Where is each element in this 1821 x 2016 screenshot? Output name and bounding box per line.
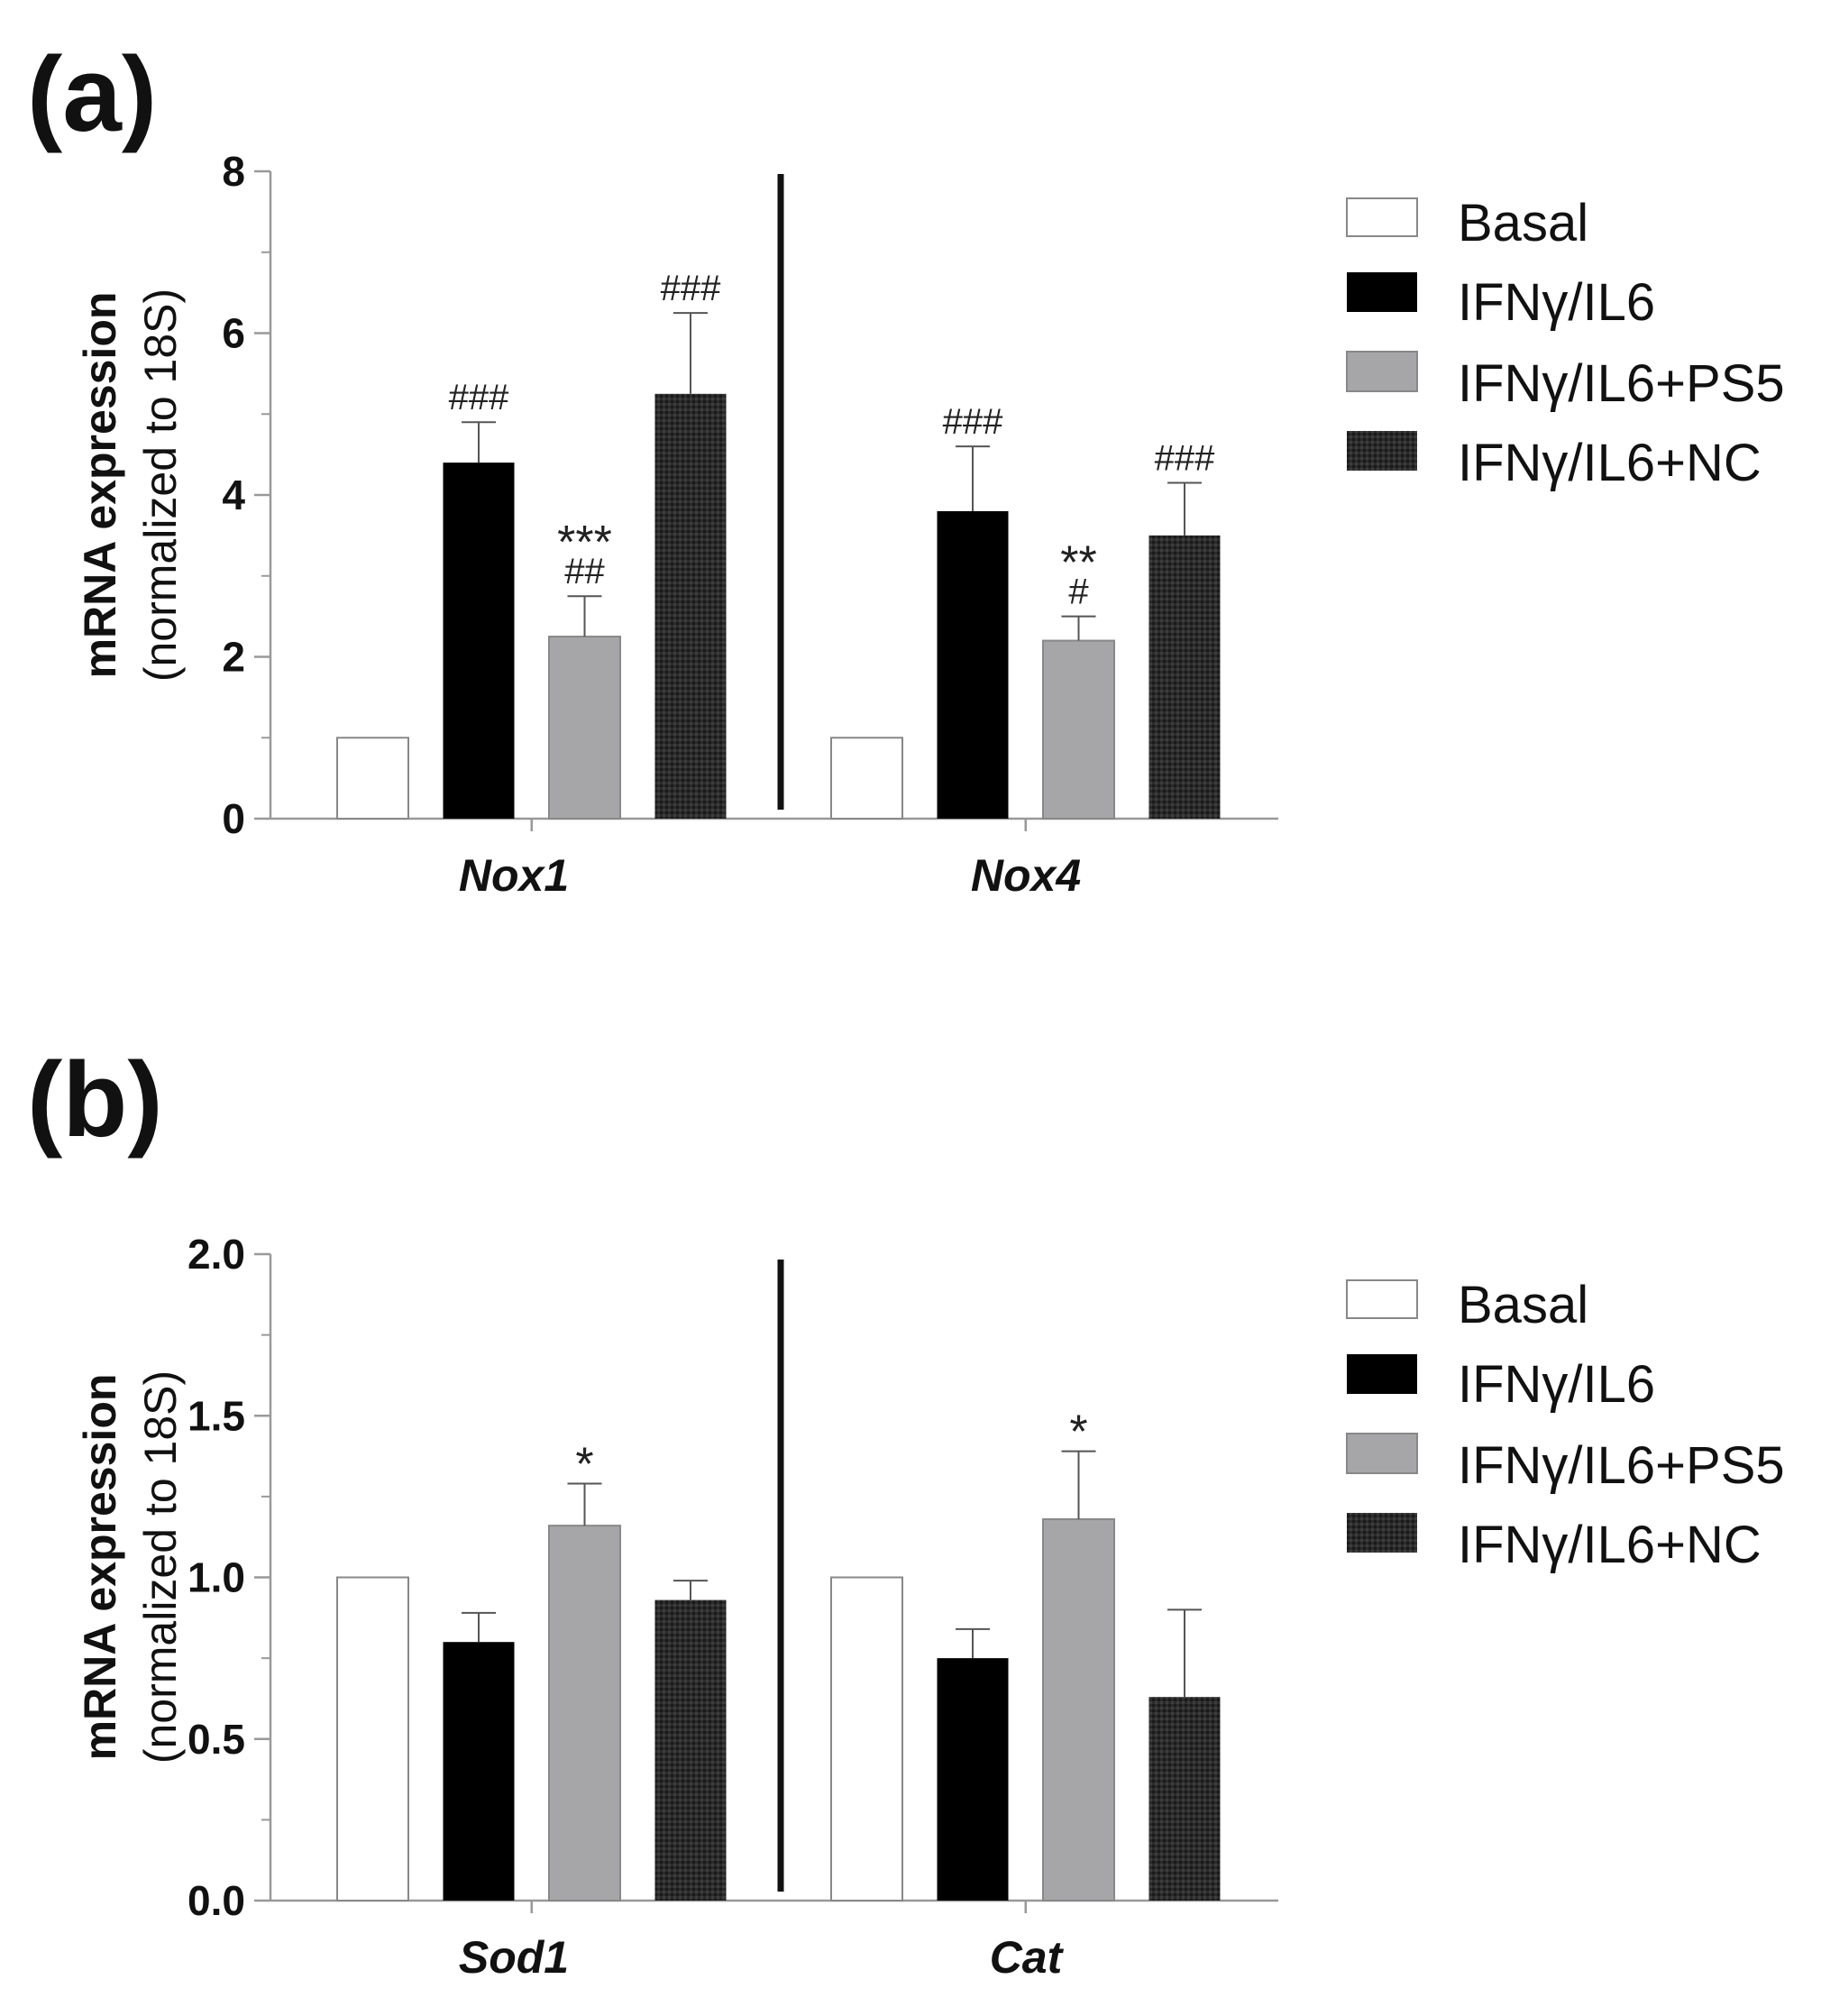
- panel-b: (b) mRNA expression (normalized to 18S) …: [27, 1040, 1278, 1983]
- panel-b-bar-ps5: [1042, 1517, 1115, 1901]
- panel-b-y-tick-label: 1.0: [188, 1554, 245, 1601]
- legend-swatch-nc: [1347, 431, 1417, 471]
- panel-a-bars: ########***#**######: [336, 269, 1221, 820]
- panel-a-significance-hash: ###: [449, 378, 509, 417]
- panel-a-y-tick-label: 4: [222, 472, 245, 518]
- panel-b-legend: Basal IFNγ/IL6 IFNγ/IL6+PS5 IFNγ/IL6+NC: [1346, 1276, 1785, 1574]
- panel-a-bar-basal: [336, 737, 409, 820]
- legend-swatch-nc: [1347, 1513, 1417, 1553]
- panel-a-significance-stars: **: [1060, 537, 1096, 590]
- panel-a-category-label: Nox4: [971, 850, 1081, 901]
- panel-b-bar-ifn: [443, 1642, 515, 1901]
- panel-a-significance-hash: #: [1068, 573, 1089, 612]
- panel-b-bar-ifn: [937, 1658, 1009, 1901]
- legend-swatch-basal: [1346, 1279, 1418, 1319]
- panel-a-category-label: Nox1: [459, 850, 569, 901]
- panel-a-y-tick-label: 2: [222, 634, 245, 681]
- panel-a-significance-stars: ***: [557, 517, 612, 569]
- panel-b-category-label: Cat: [990, 1932, 1065, 1983]
- panel-a-label: (a): [27, 35, 157, 154]
- panel-a-bar-ps5: [1042, 639, 1115, 820]
- legend-label-ps5: IFNγ/IL6+PS5: [1458, 1436, 1785, 1495]
- panel-b-y-tick-label: 1.5: [188, 1392, 245, 1439]
- panel-a: (a) mRNA expression (normalized to 18S) …: [27, 35, 1278, 901]
- legend-label-nc: IFNγ/IL6+NC: [1458, 1516, 1762, 1574]
- panel-b-bar-basal: [830, 1576, 903, 1901]
- panel-a-bar-basal: [830, 737, 903, 820]
- legend-swatch-ifn: [1347, 1354, 1417, 1394]
- panel-b-y-tick-label: 2.0: [188, 1231, 245, 1278]
- panel-a-legend: Basal IFNγ/IL6 IFNγ/IL6+PS5 IFNγ/IL6+NC: [1346, 194, 1785, 492]
- panel-a-bar-ifn: [443, 463, 515, 819]
- panel-a-bar-nc: [654, 393, 727, 819]
- panel-b-significance-stars: *: [575, 1439, 593, 1491]
- legend-swatch-ifn: [1347, 272, 1417, 312]
- panel-b-bars: **: [336, 1407, 1221, 1901]
- panel-b-y-tick-label: 0.0: [188, 1877, 245, 1924]
- panel-b-bar-basal: [336, 1576, 409, 1901]
- panel-a-significance-hash: ###: [1155, 439, 1215, 479]
- panel-a-axes: 0 2 4 6 8: [222, 148, 1278, 842]
- legend-label-basal: Basal: [1458, 1276, 1588, 1334]
- panel-a-bar-ifn: [937, 510, 1009, 819]
- panel-a-y-tick-label: 6: [222, 310, 245, 357]
- panel-a-bar-ps5: [548, 636, 621, 820]
- panel-a-significance-hash: ###: [661, 269, 721, 308]
- legend-swatch-ps5: [1346, 1433, 1418, 1474]
- panel-b-y-tick-label: 0.5: [188, 1716, 245, 1763]
- legend-label-ifn: IFNγ/IL6: [1458, 273, 1655, 332]
- panel-b-bar-ps5: [548, 1525, 621, 1901]
- panel-a-y-tick-label: 0: [222, 795, 245, 842]
- panel-a-y-tick-label: 8: [222, 148, 245, 195]
- panel-b-bar-nc: [654, 1599, 727, 1901]
- panel-a-bar-nc: [1148, 535, 1221, 819]
- legend-swatch-ps5: [1346, 351, 1418, 392]
- panel-b-ylabel-line1: mRNA expression: [75, 1374, 125, 1761]
- panel-b-ylabel-line2: (normalized to 18S): [135, 1370, 186, 1764]
- panel-a-ylabel-line2: (normalized to 18S): [135, 289, 186, 682]
- panel-b-category-label: Sod1: [459, 1932, 569, 1983]
- panel-b-significance-stars: *: [1069, 1407, 1087, 1459]
- panel-a-significance-hash: ###: [943, 402, 1003, 442]
- legend-swatch-basal: [1346, 197, 1418, 237]
- legend-label-ifn: IFNγ/IL6: [1458, 1355, 1655, 1414]
- panel-a-ylabel-line1: mRNA expression: [75, 292, 125, 679]
- panel-b-bar-nc: [1148, 1697, 1221, 1901]
- legend-label-basal: Basal: [1458, 194, 1588, 252]
- legend-label-ps5: IFNγ/IL6+PS5: [1458, 354, 1785, 413]
- panel-b-label: (b): [27, 1040, 163, 1159]
- panel-a-significance-hash: ##: [564, 552, 605, 591]
- legend-label-nc: IFNγ/IL6+NC: [1458, 434, 1762, 492]
